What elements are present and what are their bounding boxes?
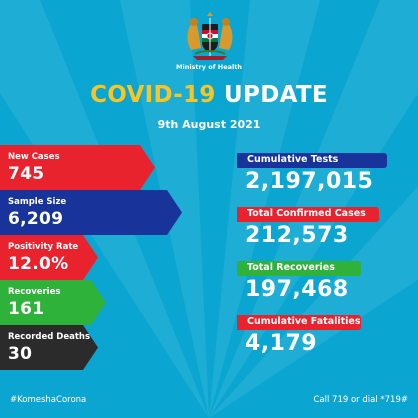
stat-positivity-rate: Positivity Rate 12.0% <box>0 235 98 280</box>
stat-recoveries: Recoveries 161 <box>0 280 106 325</box>
stat-label: Recoveries <box>8 287 61 297</box>
stat-label: Sample Size <box>8 197 67 207</box>
stat-value: 161 <box>8 299 45 319</box>
label-bar: Total Recoveries <box>237 261 361 276</box>
stat-value: 4,179 <box>245 331 318 356</box>
hashtag-label: #KomeshaCorona <box>10 395 87 405</box>
arrow-shape <box>0 280 106 325</box>
stat-label: New Cases <box>8 152 60 162</box>
ministry-label: Ministry of Health <box>176 63 242 71</box>
title-update: UPDATE <box>215 82 328 108</box>
stat-label: Total Recoveries <box>247 262 335 273</box>
stat-value: 2,197,015 <box>245 169 374 194</box>
stat-label: Positivity Rate <box>8 242 79 252</box>
arrow-shape <box>0 235 98 280</box>
stat-label: Recorded Deaths <box>8 332 91 342</box>
stat-label: Cumulative Tests <box>247 154 339 165</box>
label-bar: Cumulative Tests <box>237 153 387 168</box>
stat-sample-size: Sample Size 6,209 <box>0 190 182 235</box>
stat-label: Cumulative Fatalities <box>247 316 361 327</box>
stat-value: 30 <box>8 344 33 364</box>
helpline-label: Call 719 or dial *719# <box>313 395 408 405</box>
stat-value: 6,209 <box>8 209 64 229</box>
total-confirmed-cases: Total Confirmed Cases 212,573 <box>237 207 379 252</box>
title-covid: COVID-19 <box>90 82 216 108</box>
label-bar: Cumulative Fatalities <box>237 315 361 330</box>
stat-value: 12.0% <box>8 254 69 274</box>
label-bar: Total Confirmed Cases <box>237 207 379 222</box>
cumulative-tests: Cumulative Tests 2,197,015 <box>237 153 387 198</box>
update-date: 9th August 2021 <box>157 118 261 131</box>
kenya-coat-of-arms-emblem <box>187 12 233 60</box>
cumulative-fatalities: Cumulative Fatalities 4,179 <box>237 315 361 360</box>
stat-recorded-deaths: Recorded Deaths 30 <box>0 325 98 370</box>
arrow-shape <box>0 190 182 235</box>
stat-value: 197,468 <box>245 277 349 302</box>
total-recoveries: Total Recoveries 197,468 <box>237 261 361 306</box>
arrow-shape <box>0 325 98 370</box>
arrow-shape <box>0 145 155 190</box>
stat-new-cases: New Cases 745 <box>0 145 155 190</box>
page-title: COVID-19 UPDATE <box>0 82 418 108</box>
stat-label: Total Confirmed Cases <box>247 208 366 219</box>
stat-value: 745 <box>8 164 45 184</box>
stat-value: 212,573 <box>245 223 349 248</box>
